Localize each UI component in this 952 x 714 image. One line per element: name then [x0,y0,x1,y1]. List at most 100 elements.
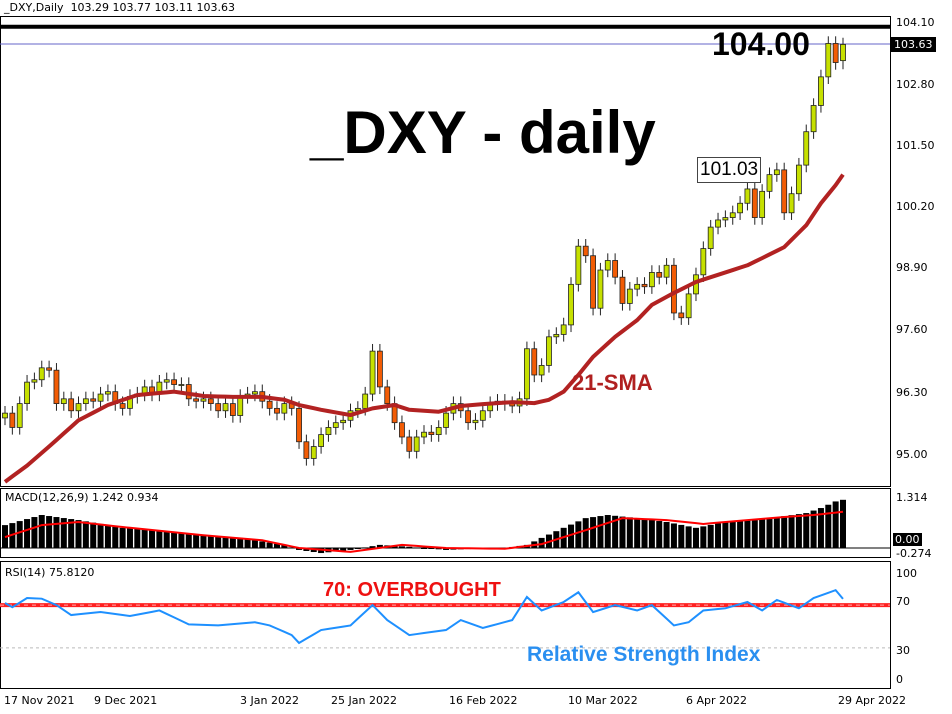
bull-candle [729,212,736,218]
macd-histogram-bar [340,548,347,551]
bear-candle [303,441,310,459]
bull-candle [524,348,530,400]
sma21-line [3,173,845,484]
macd-histogram-bar [149,529,156,548]
x-tick: 10 Mar 2022 [568,694,638,707]
macd-histogram-bar [840,499,846,548]
x-tick: 16 Feb 2022 [449,694,518,707]
bear-candle [641,283,648,288]
bear-candle [229,403,236,416]
main-panel-border [0,16,891,487]
bull-candle [538,365,545,376]
macd-histogram-bar [244,539,251,548]
bear-candle [53,369,60,404]
macd-histogram-bar [126,528,133,548]
bull-candle [604,260,611,271]
macd-histogram-bar [24,519,31,548]
current-price-tag: 103.63 [891,37,936,52]
bear-candle [399,422,405,438]
macd-histogram-bar [53,517,60,548]
rsi-caption: Relative Strength Index [527,643,761,666]
macd-histogram-bar [347,548,354,550]
rsi-y-tick: 100 [896,567,917,580]
macd-histogram-bar [31,517,38,548]
bull-candle [626,288,633,304]
bear-candle [376,350,383,388]
y-tick: 104.10 [896,16,935,29]
macd-histogram-bar [16,521,23,548]
macd-histogram-bar [832,501,839,548]
x-tick: 17 Nov 2021 [4,694,75,707]
bear-candle [751,188,758,218]
macd-histogram-bar [362,547,369,549]
sma-layer [3,173,845,484]
macd-histogram-bar [112,526,119,548]
bull-candle [237,396,244,416]
bull-candle [435,427,442,436]
macd-histogram-bar [744,520,751,548]
bull-candle [575,245,582,285]
macd-histogram-bar [781,516,788,548]
macd-histogram-bar [700,526,707,548]
bear-candle [68,398,75,412]
macd-histogram-bar [634,518,641,548]
bull-candle [707,226,714,249]
bull-candle [479,410,486,421]
macd-histogram-bar [163,530,170,548]
macd-histogram-bar [722,522,729,548]
macd-histogram-bar [354,548,361,549]
y-tick: 100.20 [896,200,935,213]
candles-layer [2,36,846,466]
bear-candle [296,407,302,443]
macd-histogram-bar [751,520,758,548]
macd-histogram-bar [46,516,53,548]
bear-candle [832,43,839,63]
macd-histogram-bar [692,527,699,548]
macd-histogram-bar [435,548,442,550]
macd-histogram-bar [729,521,736,548]
bear-candle [274,407,280,414]
bull-candle [560,324,567,335]
macd-histogram-bar [788,515,795,548]
bull-candle [715,219,721,228]
x-tick: 29 Apr 2022 [838,694,907,707]
macd-histogram-bar [141,529,148,548]
macd-histogram-bar [259,541,266,548]
y-tick: 95.00 [896,448,928,461]
macd-histogram-bar [60,518,67,548]
bull-candle [252,391,258,395]
bear-candle [9,412,16,428]
bear-candle [656,272,663,278]
macd-histogram-bar [707,524,714,548]
macd-histogram-bar [82,521,89,548]
macd-zero-tag: 0.00 [893,533,922,546]
y-tick: 101.50 [896,139,935,152]
bear-candle [619,276,626,304]
macd-histogram-bar [222,536,229,548]
macd-histogram-bar [391,545,398,548]
bull-candle [310,446,317,459]
bull-candle [788,193,795,214]
bear-candle [612,260,619,278]
macd-histogram-bar [825,504,832,548]
bull-candle [825,43,832,78]
bull-candle [663,264,670,278]
macd-histogram-bar [185,533,192,548]
bull-candle [105,391,111,395]
bull-candle [773,169,780,176]
overbought-label: 70: OVERBOUGHT [323,579,501,601]
bull-candle [803,131,810,166]
macd-histogram-bar [134,528,141,548]
bear-candle [671,264,677,314]
bear-candle [428,431,435,436]
macd-histogram-bar [604,515,611,548]
macd-histogram-bar [670,523,677,548]
bull-candle [546,336,552,366]
chart-header: _DXY,Daily 103.29 103.77 103.11 103.63 [4,1,235,14]
bull-candle [281,403,288,414]
macd-histogram-bar [207,535,214,548]
bull-candle [766,174,773,192]
macd-histogram-bar [619,516,626,548]
macd-histogram-bar [766,518,773,548]
macd-histogram-bar [685,526,692,548]
